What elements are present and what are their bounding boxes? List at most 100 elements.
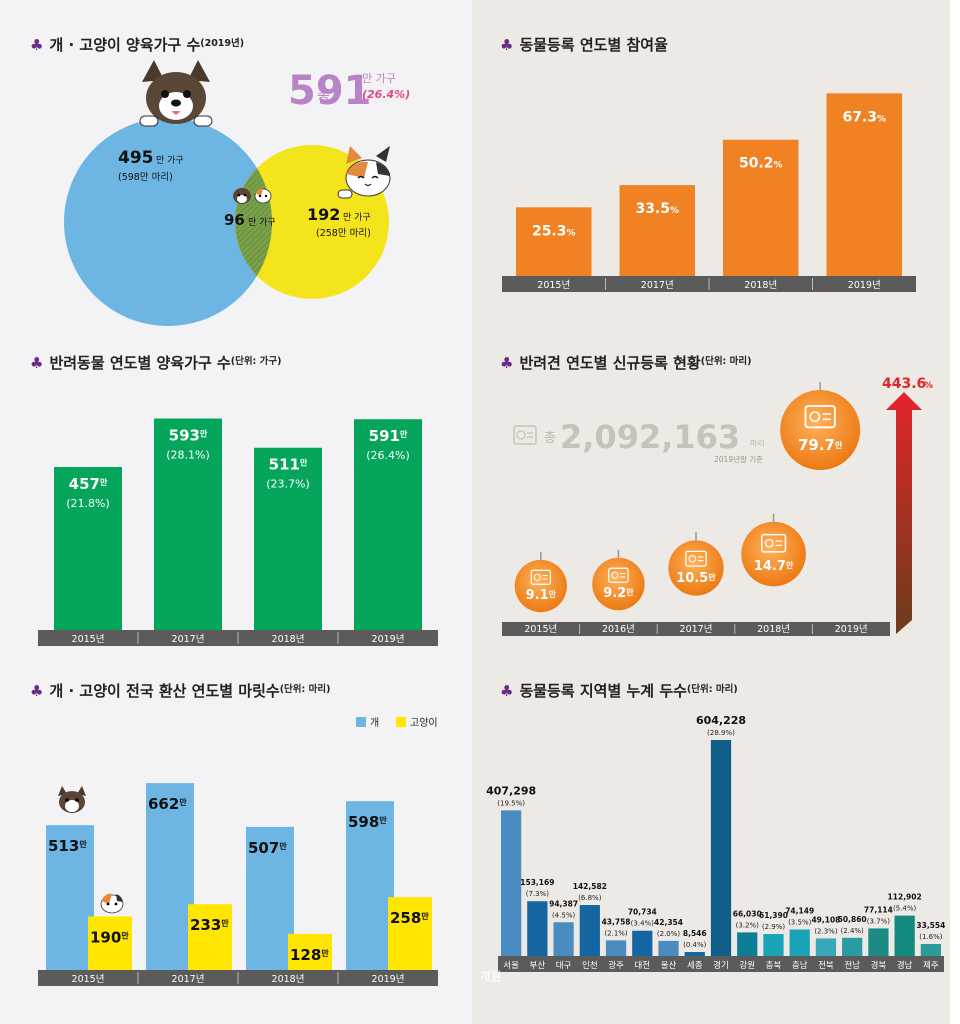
region-value-label: 33,554 [916, 921, 945, 930]
region-pct-label: (5.4%) [893, 905, 917, 913]
region-bar [789, 929, 810, 956]
region-value-label: 42,354 [654, 918, 683, 927]
newreg-bubble [592, 557, 645, 611]
newreg-total-value: 2,092,163 [560, 418, 740, 456]
newreg-total-note: 2019년말 기준 [714, 454, 763, 464]
watermark: 개원 [480, 970, 503, 983]
x-tick-label: 2017년 [172, 974, 205, 985]
region-value-label: 43,758 [602, 917, 631, 926]
region-bar [605, 940, 627, 956]
region-bar [579, 905, 600, 956]
region-value-label: 61,390 [759, 911, 788, 920]
dog-bar [146, 783, 194, 970]
region-pct-label: (3.5%) [788, 918, 812, 926]
participation-bar [723, 139, 799, 276]
mini-cat-icon [254, 188, 272, 204]
cat-unit: 만 가구 [343, 212, 371, 223]
cat-bar [288, 933, 332, 970]
region-bar [920, 944, 941, 956]
club-icon: ♣ [500, 682, 514, 700]
both-unit: 만 가구 [248, 217, 276, 228]
region-pct-label: (7.3%) [526, 890, 550, 898]
region-bar [868, 928, 889, 956]
region-value-label: 153,169 [520, 878, 554, 887]
region-bar [684, 952, 705, 956]
region-value-label: 142,582 [573, 882, 607, 891]
region-value-label: 94,387 [549, 899, 578, 908]
region-tick-label: 광주 [608, 960, 624, 971]
region-value-label: 70,734 [628, 908, 657, 917]
region-pct-label: (3.7%) [867, 917, 891, 925]
region-pct-label: (2.9%) [762, 923, 786, 931]
households-pct-label: (21.8%) [66, 497, 110, 510]
region-bar [710, 740, 732, 956]
participation-value-label: 67.3% [842, 109, 886, 125]
dog-bar [46, 825, 94, 970]
region-pct-label: (2.3%) [814, 927, 838, 935]
region-tick-label: 서울 [503, 961, 519, 971]
dog-circle [64, 118, 272, 326]
participation-chart: 25.3% 33.5% 50.2% 67.3% 2015년 2017년 2018년 2019년 [502, 93, 916, 292]
venn-total-pct: (26.4%) [362, 88, 410, 101]
region-bar [553, 922, 574, 956]
x-tick-label: 2018년 [272, 974, 305, 985]
x-tick-label: 2019년 [372, 974, 405, 985]
households-title: ♣ 반려동물 연도별 양육가구 수(단위: 가구) [30, 354, 282, 372]
growth-arrow [886, 392, 922, 634]
growth-value: 443.6 [882, 376, 926, 392]
region-tick-label: 제주 [923, 961, 939, 971]
participation-value-label: 25.3% [532, 223, 576, 239]
venn-total-unit: 만 가구 [362, 72, 396, 85]
cat-value-label: 128만 [290, 946, 329, 964]
region-pct-label: (3.4%) [631, 920, 655, 928]
region-bar [658, 940, 679, 956]
newreg-value-label: 79.7만 [798, 436, 843, 454]
mini-dog-icon [233, 188, 251, 204]
cat-sub: (258만 마리) [316, 228, 371, 239]
region-pct-label: (4.5%) [552, 911, 576, 919]
region-bar [527, 901, 548, 956]
regions-title: ♣ 동물등록 지역별 누계 두수(단위: 마리) [500, 682, 738, 700]
legend-dog-swatch [356, 717, 366, 727]
venn-diagram: 총 591 만 가구 (26.4%) 495 만 가구 (598만 마리) 96… [64, 60, 410, 326]
dog-value-label: 662만 [148, 795, 187, 813]
x-tick-label: 2015년 [72, 974, 105, 985]
id-card-icon [685, 550, 707, 567]
x-tick-label: 2019년 [835, 624, 868, 635]
newreg-value-label: 14.7만 [754, 559, 794, 574]
households-pct-label: (28.1%) [166, 448, 210, 461]
region-value-label: 49,108 [811, 915, 840, 924]
households-chart: 457만 (21.8%) 593만 (28.1%) 511만 (23.7%) 591만 (26… [38, 418, 438, 646]
dog-bar [246, 826, 294, 970]
newreg-total-unit: 마리 [750, 439, 765, 448]
region-value-label: 8,546 [683, 929, 707, 938]
x-tick-label: 2015년 [524, 624, 557, 635]
households-pct-label: (23.7%) [266, 478, 310, 491]
region-value-label: 66,030 [733, 909, 762, 918]
region-bar [815, 938, 837, 956]
x-axis-band [502, 622, 890, 636]
x-tick-label: 2019년 [848, 280, 881, 291]
households-bar [54, 467, 122, 630]
region-tick-label: 경기 [713, 960, 729, 971]
region-pct-label: (2.4%) [841, 927, 865, 935]
x-tick-label: 2017년 [680, 624, 713, 635]
dog-sub: (598만 마리) [118, 172, 173, 183]
region-tick-label: 전남 [844, 960, 860, 971]
region-pct-label: (28.9%) [707, 729, 735, 737]
dog-value-label: 513만 [48, 837, 87, 855]
cat-face-icon [337, 146, 391, 199]
newreg-chart: 총 2,092,163 마리 2019년말 기준 443.6 % 2015년 20… [502, 376, 933, 636]
region-value-label: 77,114 [864, 905, 893, 914]
venn-total-value: 591 [288, 68, 372, 114]
region-tick-label: 전북 [818, 960, 834, 971]
club-icon: ♣ [30, 36, 44, 54]
dog-face-icon [139, 60, 213, 127]
pets-title: ♣ 개 · 고양이 전국 환산 연도별 마릿수(단위: 마리) [30, 682, 331, 700]
newreg-bubble [668, 540, 724, 596]
region-bar [763, 934, 784, 956]
x-tick-label: 2018년 [757, 624, 790, 635]
region-pct-label: (2.0%) [657, 930, 681, 938]
x-tick-label: 2017년 [172, 634, 205, 645]
dog-mascot-icon [58, 786, 86, 813]
